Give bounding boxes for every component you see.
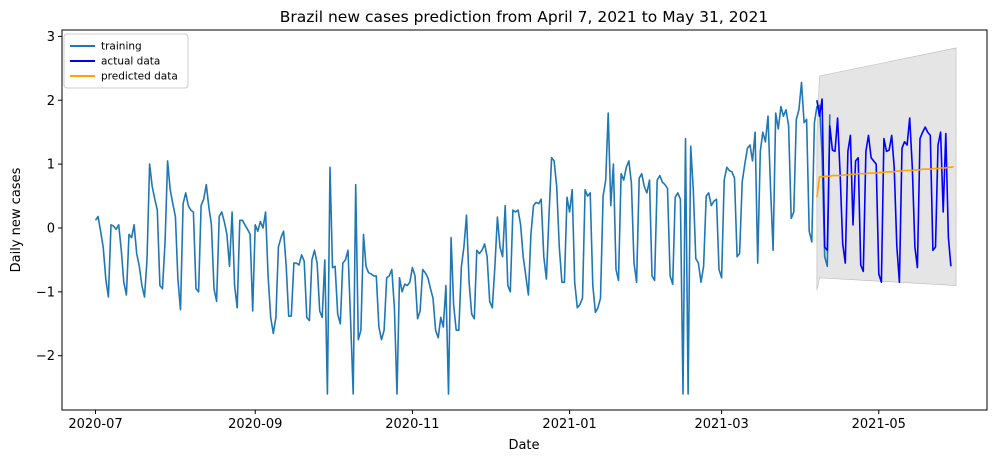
legend-box: [63, 33, 189, 89]
y-axis-title: Daily new cases: [9, 167, 24, 272]
axes: 2020-07 2020-09 2020-11 2021-01 2021-03 2021-…: [36, 30, 906, 432]
x-tick-label: 2020-07: [68, 417, 122, 432]
legend: training actual data predicted data: [63, 33, 189, 89]
plot-area: [94, 47, 957, 395]
y-tick-label: −1: [36, 285, 55, 300]
predicted-data-line: [816, 165, 954, 198]
y-tick-label: 0: [47, 221, 55, 236]
y-tick-label: 3: [47, 30, 55, 45]
x-tick-label: 2020-11: [385, 417, 439, 432]
x-tick-label: 2021-01: [542, 417, 596, 432]
x-tick-label: 2021-05: [852, 417, 906, 432]
x-tick-label: 2021-03: [694, 417, 748, 432]
legend-label-actual-data: actual data: [101, 56, 160, 68]
plot-frame: [61, 29, 988, 411]
training-line: [94, 81, 831, 395]
x-axis-title: Date: [508, 438, 539, 453]
legend-label-training: training: [101, 41, 142, 53]
y-tick-label: 1: [47, 158, 55, 173]
x-tick-label: 2020-09: [228, 417, 282, 432]
actual-data-line: [816, 98, 952, 284]
y-tick-label: −2: [36, 349, 55, 364]
y-tick-label: 2: [47, 94, 55, 109]
legend-label-predicted-data: predicted data: [101, 71, 178, 83]
confidence-band: [816, 47, 957, 291]
chart-title: Brazil new cases prediction from April 7…: [280, 8, 768, 26]
